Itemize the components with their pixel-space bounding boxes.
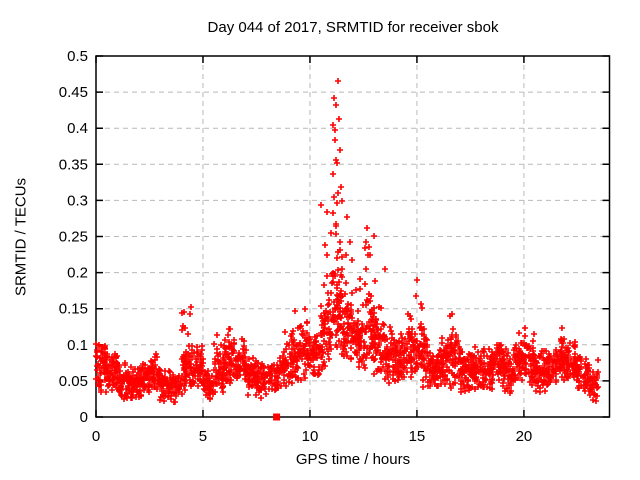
axis-square-point <box>273 413 281 421</box>
y-tick-label: 0.5 <box>67 48 88 65</box>
chart-title: Day 044 of 2017, SRMTID for receiver sbo… <box>207 19 499 36</box>
x-tick-labels: 0 5 10 15 20 <box>92 428 532 445</box>
y-tick-label: 0.4 <box>67 120 88 137</box>
y-tick-label: 0.15 <box>59 301 88 318</box>
y-axis-label: SRMTID / TECUs <box>12 177 30 297</box>
x-axis-label: GPS time / hours <box>295 451 411 468</box>
x-tick-label: 20 <box>516 428 533 445</box>
x-tick-label: 5 <box>199 428 207 445</box>
x-tick-label: 15 <box>409 428 426 445</box>
y-tick-label: 0.25 <box>59 229 88 246</box>
y-tick-label: 0.45 <box>59 84 88 101</box>
y-tick-label: 0.35 <box>59 156 88 173</box>
x-tick-label: 10 <box>302 428 319 445</box>
y-tick-labels: 0 0.05 0.1 0.15 0.2 0.25 0.3 0.35 0.4 0.45 0.5 <box>59 48 88 426</box>
y-tick-label: 0.05 <box>59 373 88 390</box>
x-tick-label: 0 <box>92 428 100 445</box>
y-tick-label: 0.1 <box>67 337 88 354</box>
y-tick-label: 0 <box>80 409 88 426</box>
y-tick-label: 0.3 <box>67 192 88 209</box>
y-tick-label: 0.2 <box>67 265 88 282</box>
scatter-points <box>93 78 601 405</box>
